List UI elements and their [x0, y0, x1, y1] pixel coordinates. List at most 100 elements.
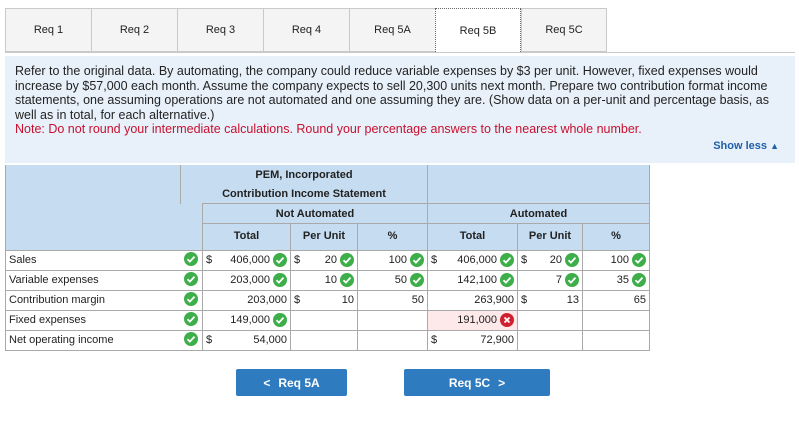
check-icon [632, 253, 646, 267]
header-cell [5, 203, 203, 224]
cell-value[interactable]: 72,900 [480, 334, 514, 346]
cell-value[interactable]: 10 [324, 274, 337, 286]
tab[interactable]: Req 5B [435, 8, 521, 52]
tab-label[interactable]: Req 5B [459, 24, 497, 37]
tab-label[interactable]: Req 5C [545, 24, 583, 36]
tab[interactable]: Req 5C [521, 8, 607, 52]
cell-content: $10 [294, 294, 354, 306]
cell-value[interactable]: 65 [633, 294, 646, 306]
value-cell: 203,000 [202, 289, 291, 311]
cell-value[interactable]: 406,000 [457, 254, 497, 266]
cell-value[interactable]: 100 [388, 254, 407, 266]
check-icon [565, 253, 579, 267]
tab[interactable]: Req 2 [91, 8, 177, 52]
row-status [180, 269, 203, 291]
tab[interactable]: Req 5A [349, 8, 435, 52]
header-cell [427, 165, 650, 184]
check-icon [184, 291, 199, 306]
cell-content: 149,000 [206, 313, 287, 327]
cell-content: $54,000 [206, 334, 287, 346]
cell-value[interactable]: 50 [394, 274, 407, 286]
value-cell [290, 309, 358, 331]
cell-value[interactable]: 406,000 [230, 254, 270, 266]
tab[interactable]: Req 1 [5, 8, 91, 52]
check-icon [340, 273, 354, 287]
cell-value[interactable]: 100 [610, 254, 629, 266]
data-row: Sales $406,000 $20 100 $406,000 $20 100 [5, 249, 650, 271]
tab-label[interactable]: Req 4 [291, 24, 322, 36]
group-header: Not Automated [202, 203, 428, 224]
value-cell [582, 309, 650, 331]
cell-value[interactable]: 191,000 [457, 314, 497, 326]
cell-value[interactable]: 7 [555, 274, 562, 286]
cell-content: 203,000 [206, 273, 287, 287]
cell-value[interactable]: 35 [616, 274, 629, 286]
value-cell: 142,100 [427, 269, 518, 291]
row-status [180, 309, 203, 331]
value-cell: $72,900 [427, 329, 518, 351]
row-label: Fixed expenses [5, 309, 181, 331]
currency-sign: $ [431, 334, 438, 346]
tab[interactable]: Req 3 [177, 8, 263, 52]
header-cell [5, 223, 203, 250]
cell-content: 10 [294, 273, 354, 287]
header-row: PEM, Incorporated [5, 165, 650, 184]
value-cell: $54,000 [202, 329, 291, 351]
cell-value[interactable]: 142,100 [457, 274, 497, 286]
header-cell [5, 184, 181, 204]
cell-content: $406,000 [206, 253, 287, 267]
divider [5, 52, 795, 53]
check-icon [273, 253, 287, 267]
check-icon [184, 331, 199, 346]
row-label: Net operating income [5, 329, 181, 351]
cell-content: $20 [521, 253, 579, 267]
tab-bar: Req 1 Req 2 Req 3 Req 4 Req 5A Req 5B Req 5C [5, 8, 607, 52]
currency-sign: $ [294, 294, 301, 306]
currency-sign: $ [521, 254, 528, 266]
tab[interactable]: Req 4 [263, 8, 349, 52]
cell-value[interactable]: 149,000 [230, 314, 270, 326]
currency-sign: $ [294, 254, 301, 266]
prev-label[interactable]: Req 5A [278, 375, 320, 390]
cell-value[interactable]: 54,000 [253, 334, 287, 346]
caret-icon: ▲ [770, 141, 779, 151]
row-label: Sales [5, 249, 181, 271]
show-less-text[interactable]: Show less [713, 140, 768, 152]
next-button[interactable]: Req 5C > [404, 369, 550, 396]
check-icon [500, 253, 514, 267]
cell-value[interactable]: 13 [566, 294, 579, 306]
cell-value[interactable]: 263,900 [474, 294, 514, 306]
cell-value[interactable]: 10 [341, 294, 354, 306]
cell-value[interactable]: 50 [411, 294, 424, 306]
next-arrow: > [498, 375, 506, 390]
currency-sign: $ [206, 254, 213, 266]
value-cell: 203,000 [202, 269, 291, 291]
tab-label[interactable]: Req 1 [33, 24, 64, 36]
cell-value[interactable]: 20 [324, 254, 337, 266]
row-status [180, 289, 203, 311]
cell-value[interactable]: 203,000 [247, 294, 287, 306]
value-cell: 50 [357, 289, 428, 311]
value-cell [290, 329, 358, 351]
cell-content: 142,100 [431, 273, 514, 287]
check-icon [273, 273, 287, 287]
cell-value[interactable]: 203,000 [230, 274, 270, 286]
tab-label[interactable]: Req 3 [205, 24, 236, 36]
data-row: Contribution margin 203,000 $10 50 263,900 $1… [5, 289, 650, 311]
row-status [180, 249, 203, 271]
show-less-link[interactable]: Show less ▲ [713, 140, 779, 152]
value-cell [517, 329, 583, 351]
prev-button[interactable]: < Req 5A [236, 369, 347, 396]
next-label[interactable]: Req 5C [448, 375, 491, 390]
tab-label[interactable]: Req 5A [374, 24, 411, 36]
cell-content: 7 [521, 273, 579, 287]
tab-label[interactable]: Req 2 [119, 24, 150, 36]
company-name: PEM, Incorporated [180, 165, 428, 184]
column-header: Total [202, 223, 291, 251]
header-cell [5, 165, 181, 184]
check-icon [410, 253, 424, 267]
income-statement: PEM, Incorporated Contribution Income Sta… [5, 165, 650, 351]
header-row: Contribution Income Statement [5, 184, 650, 204]
note: Note: Do not round your intermediate cal… [15, 122, 642, 136]
cell-value[interactable]: 20 [549, 254, 562, 266]
